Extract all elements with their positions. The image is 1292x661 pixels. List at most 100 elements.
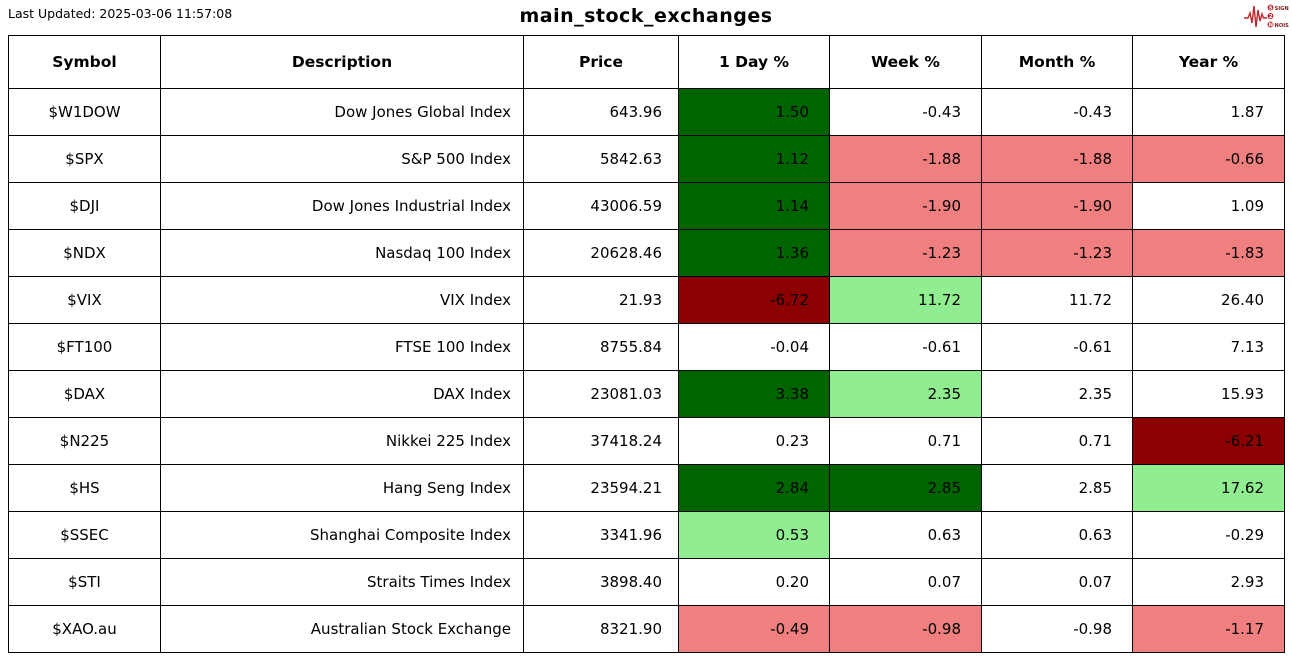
cell-symbol: $HS xyxy=(8,464,161,512)
cell-month-pct: -1.90 xyxy=(981,182,1133,230)
cell-price: 23081.03 xyxy=(523,370,679,418)
cell-1day-pct: 1.12 xyxy=(678,135,830,183)
cell-price: 3898.40 xyxy=(523,558,679,606)
cell-symbol: $NDX xyxy=(8,229,161,277)
cell-week-pct: 0.71 xyxy=(829,417,982,465)
table-row: $N225 Nikkei 225 Index 37418.24 0.23 0.71 0.7… xyxy=(8,417,1285,465)
cell-1day-pct: 1.14 xyxy=(678,182,830,230)
cell-year-pct: -1.17 xyxy=(1132,605,1285,653)
cell-week-pct: 0.63 xyxy=(829,511,982,559)
cell-price: 8755.84 xyxy=(523,323,679,371)
cell-year-pct: 2.93 xyxy=(1132,558,1285,606)
column-header-symbol: Symbol xyxy=(8,35,161,89)
table-row: $VIX VIX Index 21.93 -6.72 11.72 11.72 26.40 xyxy=(8,276,1285,324)
cell-description: Straits Times Index xyxy=(160,558,524,606)
cell-month-pct: -0.61 xyxy=(981,323,1133,371)
table-header: Symbol Description Price 1 Day % Week % … xyxy=(8,35,1285,89)
cell-1day-pct: 3.38 xyxy=(678,370,830,418)
cell-month-pct: 0.71 xyxy=(981,417,1133,465)
cell-description: Hang Seng Index xyxy=(160,464,524,512)
signal-noise-logo: S SIGNAL 2 N NOISE xyxy=(1244,4,1290,29)
cell-week-pct: -0.43 xyxy=(829,88,982,136)
cell-price: 643.96 xyxy=(523,88,679,136)
cell-1day-pct: 2.84 xyxy=(678,464,830,512)
cell-month-pct: 2.85 xyxy=(981,464,1133,512)
logo-badge-n xyxy=(1267,21,1274,28)
cell-week-pct: 2.85 xyxy=(829,464,982,512)
cell-description: Shanghai Composite Index xyxy=(160,511,524,559)
svg-text:S: S xyxy=(1269,6,1273,12)
svg-text:N: N xyxy=(1269,23,1274,29)
cell-1day-pct: 1.50 xyxy=(678,88,830,136)
table-row: $STI Straits Times Index 3898.40 0.20 0.07 0.… xyxy=(8,558,1285,606)
cell-description: Nasdaq 100 Index xyxy=(160,229,524,277)
page-title: main_stock_exchanges xyxy=(519,5,773,27)
logo-word-signal: SIGNAL xyxy=(1275,6,1290,12)
cell-year-pct: 1.09 xyxy=(1132,182,1285,230)
cell-symbol: $DJI xyxy=(8,182,161,230)
cell-price: 23594.21 xyxy=(523,464,679,512)
cell-year-pct: -1.83 xyxy=(1132,229,1285,277)
cell-month-pct: 0.07 xyxy=(981,558,1133,606)
waveform-icon xyxy=(1244,5,1267,28)
cell-description: Nikkei 225 Index xyxy=(160,417,524,465)
cell-month-pct: 0.63 xyxy=(981,511,1133,559)
cell-year-pct: 26.40 xyxy=(1132,276,1285,324)
logo-badge-s xyxy=(1267,4,1274,11)
column-header-1day: 1 Day % xyxy=(678,35,830,89)
cell-price: 21.93 xyxy=(523,276,679,324)
column-header-price: Price xyxy=(523,35,679,89)
cell-1day-pct: 0.23 xyxy=(678,417,830,465)
cell-price: 37418.24 xyxy=(523,417,679,465)
table-row: $W1DOW Dow Jones Global Index 643.96 1.50 -0… xyxy=(8,88,1285,136)
cell-symbol: $VIX xyxy=(8,276,161,324)
cell-month-pct: -0.98 xyxy=(981,605,1133,653)
cell-description: S&P 500 Index xyxy=(160,135,524,183)
cell-year-pct: 7.13 xyxy=(1132,323,1285,371)
cell-symbol: $N225 xyxy=(8,417,161,465)
table-row: $DJI Dow Jones Industrial Index 43006.59 1.… xyxy=(8,182,1285,230)
cell-year-pct: 15.93 xyxy=(1132,370,1285,418)
cell-1day-pct: -0.49 xyxy=(678,605,830,653)
cell-month-pct: 11.72 xyxy=(981,276,1133,324)
column-header-description: Description xyxy=(160,35,524,89)
cell-week-pct: 11.72 xyxy=(829,276,982,324)
cell-description: FTSE 100 Index xyxy=(160,323,524,371)
cell-year-pct: -6.21 xyxy=(1132,417,1285,465)
table-row: $SPX S&P 500 Index 5842.63 1.12 -1.88 -1.88 -0… xyxy=(8,135,1285,183)
cell-symbol: $W1DOW xyxy=(8,88,161,136)
cell-year-pct: 1.87 xyxy=(1132,88,1285,136)
column-header-year: Year % xyxy=(1132,35,1285,89)
cell-description: Dow Jones Industrial Index xyxy=(160,182,524,230)
header-row: Symbol Description Price 1 Day % Week % … xyxy=(8,35,1285,89)
cell-week-pct: 2.35 xyxy=(829,370,982,418)
cell-month-pct: -0.43 xyxy=(981,88,1133,136)
cell-description: Dow Jones Global Index xyxy=(160,88,524,136)
cell-price: 20628.46 xyxy=(523,229,679,277)
cell-1day-pct: 0.53 xyxy=(678,511,830,559)
cell-year-pct: -0.29 xyxy=(1132,511,1285,559)
cell-month-pct: -1.88 xyxy=(981,135,1133,183)
table-row: $SSEC Shanghai Composite Index 3341.96 0.53… xyxy=(8,511,1285,559)
logo-badge-2 xyxy=(1267,13,1274,19)
cell-week-pct: -0.61 xyxy=(829,323,982,371)
cell-year-pct: -0.66 xyxy=(1132,135,1285,183)
table-row: $HS Hang Seng Index 23594.21 2.84 2.85 2.85 17… xyxy=(8,464,1285,512)
stock-exchanges-table: Symbol Description Price 1 Day % Week % … xyxy=(8,35,1285,653)
cell-week-pct: -0.98 xyxy=(829,605,982,653)
logo-badge-label: 2 xyxy=(1269,14,1273,20)
cell-price: 5842.63 xyxy=(523,135,679,183)
cell-week-pct: -1.90 xyxy=(829,182,982,230)
logo-word-noise: NOISE xyxy=(1275,23,1290,29)
cell-symbol: $SSEC xyxy=(8,511,161,559)
cell-year-pct: 17.62 xyxy=(1132,464,1285,512)
cell-symbol: $XAO.au xyxy=(8,605,161,653)
cell-1day-pct: -6.72 xyxy=(678,276,830,324)
cell-1day-pct: -0.04 xyxy=(678,323,830,371)
table-row: $DAX DAX Index 23081.03 3.38 2.35 2.35 15.93 xyxy=(8,370,1285,418)
cell-1day-pct: 1.36 xyxy=(678,229,830,277)
cell-description: Australian Stock Exchange xyxy=(160,605,524,653)
column-header-week: Week % xyxy=(829,35,982,89)
cell-week-pct: 0.07 xyxy=(829,558,982,606)
